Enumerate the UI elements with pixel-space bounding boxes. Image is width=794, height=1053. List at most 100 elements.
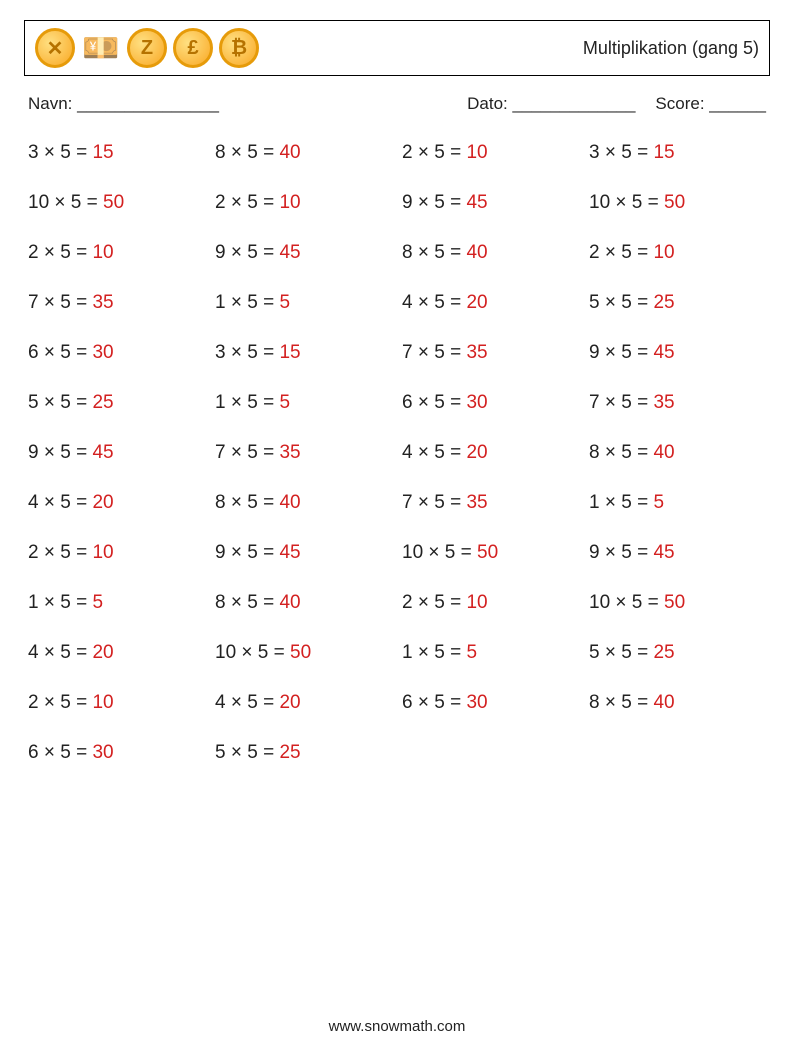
answer-text: 10	[92, 692, 113, 713]
answer-text: 30	[92, 342, 113, 363]
equation-text: 1 × 5 =	[589, 492, 653, 513]
coin-icon: ₿	[219, 28, 259, 68]
answer-text: 35	[653, 392, 674, 413]
problem-cell: 9 × 5 = 45	[28, 442, 205, 464]
equation-text: 5 × 5 =	[28, 392, 92, 413]
problem-cell: 6 × 5 = 30	[402, 392, 579, 414]
answer-text: 25	[92, 392, 113, 413]
problem-cell: 10 × 5 = 50	[28, 192, 205, 214]
equation-text: 4 × 5 =	[215, 692, 279, 713]
answer-text: 50	[664, 592, 685, 613]
name-label: Navn: _______________	[28, 94, 219, 114]
problem-cell: 2 × 5 = 10	[28, 692, 205, 714]
problem-cell: 1 × 5 = 5	[589, 492, 766, 514]
problem-cell: 9 × 5 = 45	[215, 242, 392, 264]
answer-text: 45	[279, 542, 300, 563]
answer-text: 45	[653, 342, 674, 363]
problem-cell: 7 × 5 = 35	[402, 342, 579, 364]
problem-cell: 5 × 5 = 25	[589, 292, 766, 314]
answer-text: 5	[653, 492, 664, 513]
problem-cell: 1 × 5 = 5	[402, 642, 579, 664]
equation-text: 7 × 5 =	[215, 442, 279, 463]
problem-cell: 7 × 5 = 35	[402, 492, 579, 514]
answer-text: 40	[279, 142, 300, 163]
answer-text: 10	[92, 242, 113, 263]
equation-text: 10 × 5 =	[402, 542, 477, 563]
equation-text: 2 × 5 =	[28, 692, 92, 713]
equation-text: 9 × 5 =	[402, 192, 466, 213]
problem-cell: 5 × 5 = 25	[28, 392, 205, 414]
equation-text: 7 × 5 =	[402, 492, 466, 513]
answer-text: 5	[279, 292, 290, 313]
answer-text: 40	[653, 442, 674, 463]
problem-cell: 2 × 5 = 10	[28, 242, 205, 264]
answer-text: 45	[653, 542, 674, 563]
problem-cell: 9 × 5 = 45	[215, 542, 392, 564]
equation-text: 9 × 5 =	[28, 442, 92, 463]
answer-text: 30	[466, 392, 487, 413]
problem-cell: 8 × 5 = 40	[589, 442, 766, 464]
answer-text: 20	[466, 292, 487, 313]
problem-cell: 10 × 5 = 50	[215, 642, 392, 664]
answer-text: 25	[279, 742, 300, 763]
answer-text: 20	[466, 442, 487, 463]
problem-cell: 6 × 5 = 30	[28, 342, 205, 364]
problem-cell: 2 × 5 = 10	[402, 592, 579, 614]
answer-text: 25	[653, 642, 674, 663]
answer-text: 35	[466, 492, 487, 513]
equation-text: 8 × 5 =	[402, 242, 466, 263]
problem-cell: 7 × 5 = 35	[28, 292, 205, 314]
equation-text: 6 × 5 =	[402, 692, 466, 713]
answer-text: 40	[653, 692, 674, 713]
answer-text: 35	[279, 442, 300, 463]
problem-cell: 2 × 5 = 10	[28, 542, 205, 564]
answer-text: 10	[92, 542, 113, 563]
equation-text: 3 × 5 =	[215, 342, 279, 363]
equation-text: 2 × 5 =	[28, 242, 92, 263]
answer-text: 10	[466, 142, 487, 163]
answer-text: 15	[92, 142, 113, 163]
answer-text: 40	[466, 242, 487, 263]
equation-text: 3 × 5 =	[28, 142, 92, 163]
info-row: Navn: _______________ Dato: ____________…	[24, 94, 770, 114]
answer-text: 50	[664, 192, 685, 213]
equation-text: 8 × 5 =	[589, 692, 653, 713]
equation-text: 8 × 5 =	[215, 492, 279, 513]
equation-text: 4 × 5 =	[28, 492, 92, 513]
problem-cell: 5 × 5 = 25	[589, 642, 766, 664]
header-box: ✕💴Z£₿ Multiplikation (gang 5)	[24, 20, 770, 76]
answer-text: 15	[279, 342, 300, 363]
problem-cell: 4 × 5 = 20	[28, 642, 205, 664]
answer-text: 45	[279, 242, 300, 263]
problem-cell: 2 × 5 = 10	[402, 142, 579, 164]
answer-text: 45	[92, 442, 113, 463]
answer-text: 50	[103, 192, 124, 213]
problem-cell: 1 × 5 = 5	[215, 292, 392, 314]
answer-text: 20	[92, 642, 113, 663]
answer-text: 5	[279, 392, 290, 413]
answer-text: 30	[92, 742, 113, 763]
equation-text: 2 × 5 =	[402, 142, 466, 163]
answer-text: 30	[466, 692, 487, 713]
coin-icon: £	[173, 28, 213, 68]
problem-cell: 4 × 5 = 20	[402, 442, 579, 464]
answer-text: 50	[290, 642, 311, 663]
problem-cell: 7 × 5 = 35	[589, 392, 766, 414]
problem-cell: 2 × 5 = 10	[215, 192, 392, 214]
answer-text: 40	[279, 592, 300, 613]
problem-cell: 9 × 5 = 45	[589, 342, 766, 364]
equation-text: 10 × 5 =	[28, 192, 103, 213]
equation-text: 5 × 5 =	[589, 642, 653, 663]
equation-text: 3 × 5 =	[589, 142, 653, 163]
equation-text: 10 × 5 =	[215, 642, 290, 663]
cash-icon: 💴	[81, 28, 121, 68]
equation-text: 6 × 5 =	[28, 742, 92, 763]
answer-text: 50	[477, 542, 498, 563]
problem-cell: 2 × 5 = 10	[589, 242, 766, 264]
equation-text: 7 × 5 =	[402, 342, 466, 363]
score-label: Score: ______	[655, 94, 766, 114]
problem-cell: 1 × 5 = 5	[215, 392, 392, 414]
problem-cell: 8 × 5 = 40	[402, 242, 579, 264]
problem-cell: 7 × 5 = 35	[215, 442, 392, 464]
footer-url: www.snowmath.com	[0, 1018, 794, 1035]
